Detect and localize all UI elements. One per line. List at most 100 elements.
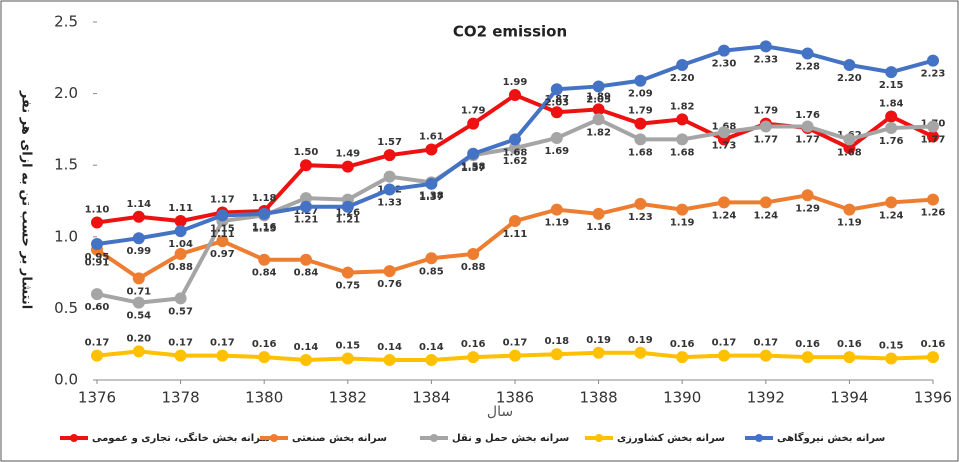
point bbox=[383, 149, 396, 162]
value-label: 1.77 bbox=[795, 135, 820, 146]
point bbox=[174, 292, 187, 305]
point bbox=[341, 352, 354, 365]
point bbox=[885, 66, 898, 79]
point bbox=[91, 288, 103, 301]
point bbox=[425, 252, 438, 265]
point bbox=[843, 142, 856, 155]
value-label: 1.68 bbox=[503, 147, 528, 158]
value-label: 1.99 bbox=[503, 77, 528, 88]
value-label: 1.10 bbox=[85, 204, 110, 215]
legend-label: سرانه بخش حمل و نقل bbox=[452, 433, 569, 444]
point bbox=[132, 210, 145, 223]
x-tick-label: 1378 bbox=[162, 389, 200, 407]
point bbox=[634, 346, 647, 359]
point bbox=[174, 349, 187, 362]
value-label: 0.99 bbox=[126, 246, 151, 257]
point bbox=[174, 247, 187, 260]
value-label: 0.16 bbox=[795, 339, 820, 350]
value-label: 1.38 bbox=[419, 190, 444, 201]
value-label: 0.17 bbox=[753, 338, 778, 349]
value-label: 1.89 bbox=[586, 91, 611, 102]
value-label: 0.60 bbox=[85, 302, 110, 313]
value-label: 1.84 bbox=[879, 99, 904, 110]
value-label: 0.20 bbox=[126, 333, 151, 344]
point bbox=[91, 216, 103, 229]
x-tick-label: 1390 bbox=[663, 389, 701, 407]
legend-marker bbox=[595, 434, 603, 442]
value-label: 0.19 bbox=[628, 335, 653, 346]
point bbox=[676, 203, 689, 216]
point bbox=[885, 196, 898, 209]
point bbox=[550, 106, 563, 119]
point bbox=[216, 235, 229, 248]
value-label: 1.23 bbox=[628, 212, 653, 223]
value-label: 0.15 bbox=[335, 341, 360, 352]
point bbox=[634, 117, 647, 130]
point bbox=[132, 296, 145, 309]
point bbox=[383, 265, 396, 278]
value-label: 0.14 bbox=[377, 342, 402, 353]
value-label: 1.68 bbox=[837, 147, 862, 158]
value-label: 2.33 bbox=[753, 54, 778, 65]
point bbox=[91, 237, 103, 250]
value-label: 0.88 bbox=[168, 262, 193, 273]
point bbox=[634, 133, 647, 146]
value-label: 0.19 bbox=[586, 335, 611, 346]
value-label: 1.82 bbox=[670, 101, 695, 112]
value-label: 0.17 bbox=[503, 338, 528, 349]
value-label: 0.76 bbox=[377, 279, 402, 290]
point bbox=[759, 349, 772, 362]
value-label: 1.15 bbox=[252, 223, 277, 234]
point bbox=[801, 120, 814, 133]
value-label: 1.24 bbox=[879, 210, 904, 221]
point bbox=[216, 209, 229, 222]
value-label: 1.26 bbox=[335, 208, 360, 219]
value-label: 0.84 bbox=[252, 268, 277, 279]
value-label: 1.62 bbox=[503, 156, 528, 167]
value-label: 1.14 bbox=[126, 199, 151, 210]
x-axis-label: سال bbox=[487, 404, 513, 420]
point bbox=[801, 189, 814, 202]
point bbox=[174, 215, 187, 228]
point bbox=[801, 351, 814, 364]
value-label: 1.82 bbox=[586, 127, 611, 138]
point bbox=[759, 120, 772, 133]
point bbox=[216, 349, 229, 362]
point bbox=[843, 203, 856, 216]
y-axis-label: انتشار بر حسب تن به ازای هر نفر bbox=[19, 90, 34, 309]
value-label: 1.24 bbox=[753, 210, 778, 221]
value-label: 0.97 bbox=[210, 249, 235, 260]
point bbox=[550, 131, 563, 144]
point bbox=[592, 80, 605, 93]
x-tick-label: 1388 bbox=[580, 389, 618, 407]
point bbox=[718, 126, 730, 139]
point bbox=[467, 147, 480, 160]
x-tick-label: 1384 bbox=[412, 389, 450, 407]
point bbox=[927, 120, 939, 133]
point bbox=[509, 142, 521, 155]
value-label: 1.49 bbox=[335, 149, 360, 160]
point bbox=[300, 159, 312, 172]
value-label: 1.11 bbox=[503, 229, 528, 240]
point bbox=[885, 110, 898, 123]
value-label: 0.54 bbox=[126, 311, 151, 322]
point bbox=[509, 349, 521, 362]
value-label: 1.73 bbox=[712, 140, 737, 151]
point bbox=[91, 349, 103, 362]
point bbox=[718, 349, 730, 362]
value-label: 1.33 bbox=[377, 198, 402, 209]
value-label: 1.57 bbox=[377, 137, 402, 148]
chart-title: CO2 emission bbox=[453, 23, 567, 41]
point bbox=[509, 133, 521, 146]
point bbox=[927, 351, 939, 364]
point bbox=[341, 160, 354, 173]
point bbox=[383, 183, 396, 196]
y-tick-label: 0.0 bbox=[54, 371, 78, 389]
point bbox=[550, 203, 563, 216]
point bbox=[467, 351, 480, 364]
value-label: 2.28 bbox=[795, 62, 820, 73]
point bbox=[132, 345, 145, 358]
value-label: 0.16 bbox=[670, 339, 695, 350]
point bbox=[174, 225, 187, 238]
